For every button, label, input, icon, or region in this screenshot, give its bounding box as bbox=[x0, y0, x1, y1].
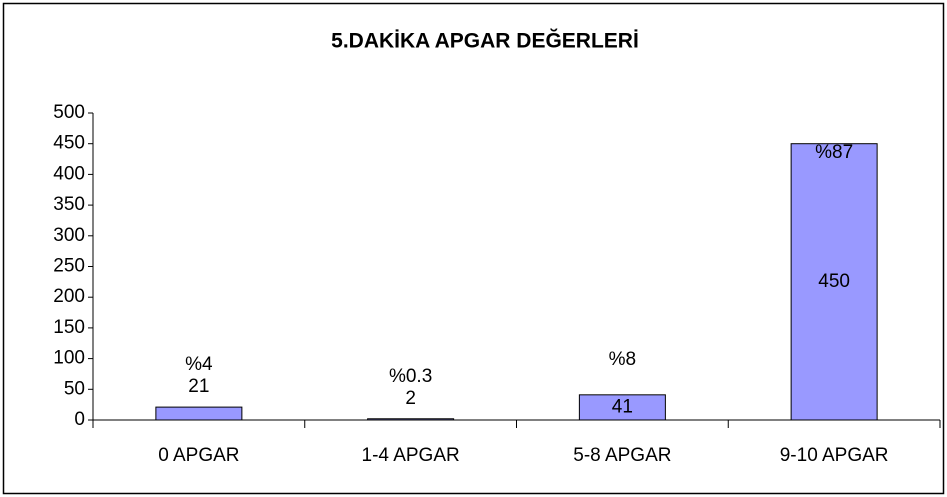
value-label: 41 bbox=[612, 396, 633, 417]
y-tick-label: 50 bbox=[64, 378, 85, 399]
y-tick-label: 150 bbox=[53, 317, 85, 338]
y-tick-label: 400 bbox=[53, 163, 85, 184]
percent-label: %4 bbox=[185, 354, 213, 375]
y-tick-label: 0 bbox=[74, 409, 85, 430]
y-tick-label: 500 bbox=[53, 102, 85, 123]
value-label: 21 bbox=[188, 376, 209, 397]
bar bbox=[790, 143, 878, 421]
percent-label: %0.3 bbox=[389, 366, 432, 387]
y-tick-label: 200 bbox=[53, 286, 85, 307]
percent-label: %87 bbox=[815, 142, 853, 163]
y-tick-label: 300 bbox=[53, 225, 85, 246]
y-tick-label: 350 bbox=[53, 194, 85, 215]
value-label: 450 bbox=[818, 271, 850, 292]
bar bbox=[155, 406, 243, 421]
chart-title: 5.DAKİKA APGAR DEĞERLERİ bbox=[331, 29, 639, 53]
y-tick-label: 250 bbox=[53, 256, 85, 277]
x-tick-label: 1-4 APGAR bbox=[362, 445, 460, 466]
bar bbox=[578, 394, 666, 421]
x-tick-label: 0 APGAR bbox=[158, 445, 239, 466]
y-tick-label: 450 bbox=[53, 133, 85, 154]
x-tick-label: 9-10 APGAR bbox=[780, 445, 889, 466]
percent-label: %8 bbox=[609, 349, 636, 370]
y-tick-label: 100 bbox=[53, 348, 85, 369]
value-label: 2 bbox=[405, 388, 416, 409]
x-tick-label: 5-8 APGAR bbox=[573, 445, 671, 466]
